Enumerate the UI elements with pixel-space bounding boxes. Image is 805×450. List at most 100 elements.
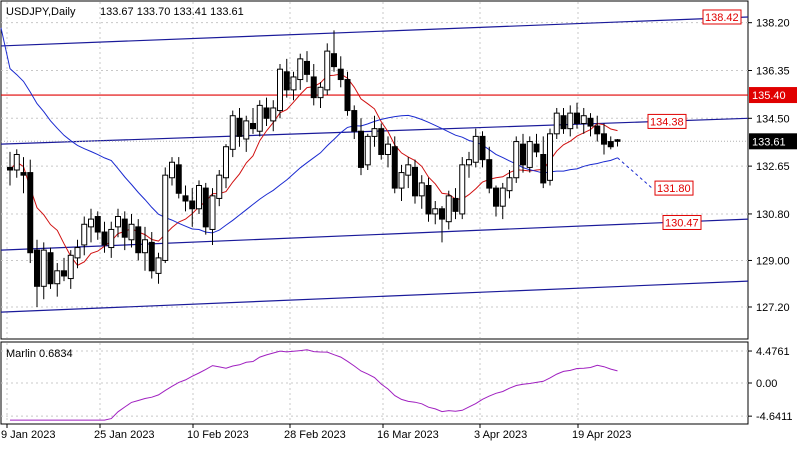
candle-body [594,125,601,135]
price-mark-box [647,113,687,129]
x-tick-label: 3 Apr 2023 [474,429,527,441]
candle-body [472,135,479,163]
resistance-badge-label: 135.40 [752,90,786,102]
candle-body [432,208,439,215]
candle-body [290,76,297,91]
candle-body [324,50,331,91]
y-tick-label: 134.50 [756,113,790,125]
candle-body [81,223,88,246]
candle-body [277,68,283,112]
candle-body [358,130,364,168]
candle-body [601,133,607,145]
price-mark-label: 130.47 [665,217,699,229]
y-tick-label: 132.65 [756,161,790,173]
candle-body [533,143,540,153]
candle-body [135,226,142,254]
price-mark-label: 134.38 [650,116,684,128]
candle-body [256,104,263,132]
candle-body [506,177,513,192]
candle-body [182,195,189,202]
candle-body [169,161,175,179]
candle-body [344,79,351,112]
price-axis: 138.20 136.35 134.50 132.65 130.80 129.00 127.… [748,18,790,314]
candle-body [236,117,243,137]
candle-body [74,247,81,259]
y-tick-label: 138.20 [756,18,790,30]
candle-body [27,172,34,254]
candle-body [459,164,466,215]
candle-body [493,187,499,207]
candle-body [20,172,27,176]
candle-body [148,241,155,272]
candle-body [216,174,223,199]
candle-body [283,71,290,91]
time-axis: 9 Jan 2023 25 Jan 2023 10 Feb 2023 28 Feb 2… [1,424,631,441]
candle-body [412,166,418,197]
x-tick-label: 28 Feb 2023 [284,429,346,441]
candle-body [250,122,256,130]
candle-body [128,223,135,241]
candle-body [614,139,621,142]
candle-body [61,270,67,277]
y-tick-label: 130.80 [756,209,790,221]
indicator-y-tick-label: 4.4761 [756,346,790,358]
candle-body [452,197,459,212]
candle-body [317,86,324,99]
candle-body [364,135,371,166]
price-mark-box [662,214,702,230]
candle-body [445,195,452,223]
candle-body [297,58,304,81]
candle-body [513,141,520,179]
resistance-badge [749,87,797,104]
candle-body [439,208,445,220]
ma-slow-projection [617,157,653,189]
candle-body [310,76,317,99]
candle-body [108,228,115,249]
candle-body [371,128,378,137]
candle-body [162,174,169,261]
x-tick-label: 10 Feb 2023 [187,429,249,441]
current-price-badge-label: 133.61 [752,136,786,148]
candle-body [331,53,337,68]
candle-body [378,128,385,155]
indicator-title: Marlin 0.6834 [6,348,73,360]
indicator-y-tick-label: 0.00 [756,378,777,390]
candle-body [47,252,54,285]
candle-body [547,133,553,181]
price-mark-box [702,9,742,25]
candle-body [526,141,533,168]
y-tick-label: 136.35 [756,65,790,77]
candle-body [243,120,250,140]
candle-body [567,112,574,130]
main-plot-frame [0,0,749,340]
candle-body [142,239,148,254]
candle-body [263,107,270,119]
indicator-line [10,349,618,421]
candle-body [189,200,196,210]
candle-body [229,115,236,150]
ohlc-readout: 133.67 133.70 133.41 133.61 [100,6,244,18]
candle-body [560,115,567,130]
candle-body [304,60,310,75]
candle-body [7,166,13,171]
x-tick-label: 9 Jan 2023 [1,429,55,441]
candle-body [101,231,108,246]
x-tick-label: 25 Jan 2023 [94,429,155,441]
candle-body [587,117,594,127]
candle-body [479,135,486,161]
grid-lines [1,2,748,423]
indicator-layer: 4.4761 0.00 -4.6411 [1,346,793,423]
channel-line [0,218,749,251]
price-mark-label: 138.42 [705,12,739,24]
candle-body [270,107,277,122]
channel-line [0,16,749,47]
y-tick-label: 129.00 [756,255,790,267]
candle-body [13,153,20,171]
candle-body [398,172,405,189]
candle-body [574,112,580,124]
candle-body [175,164,182,194]
candle-body [391,146,398,189]
candle-body [520,143,526,166]
